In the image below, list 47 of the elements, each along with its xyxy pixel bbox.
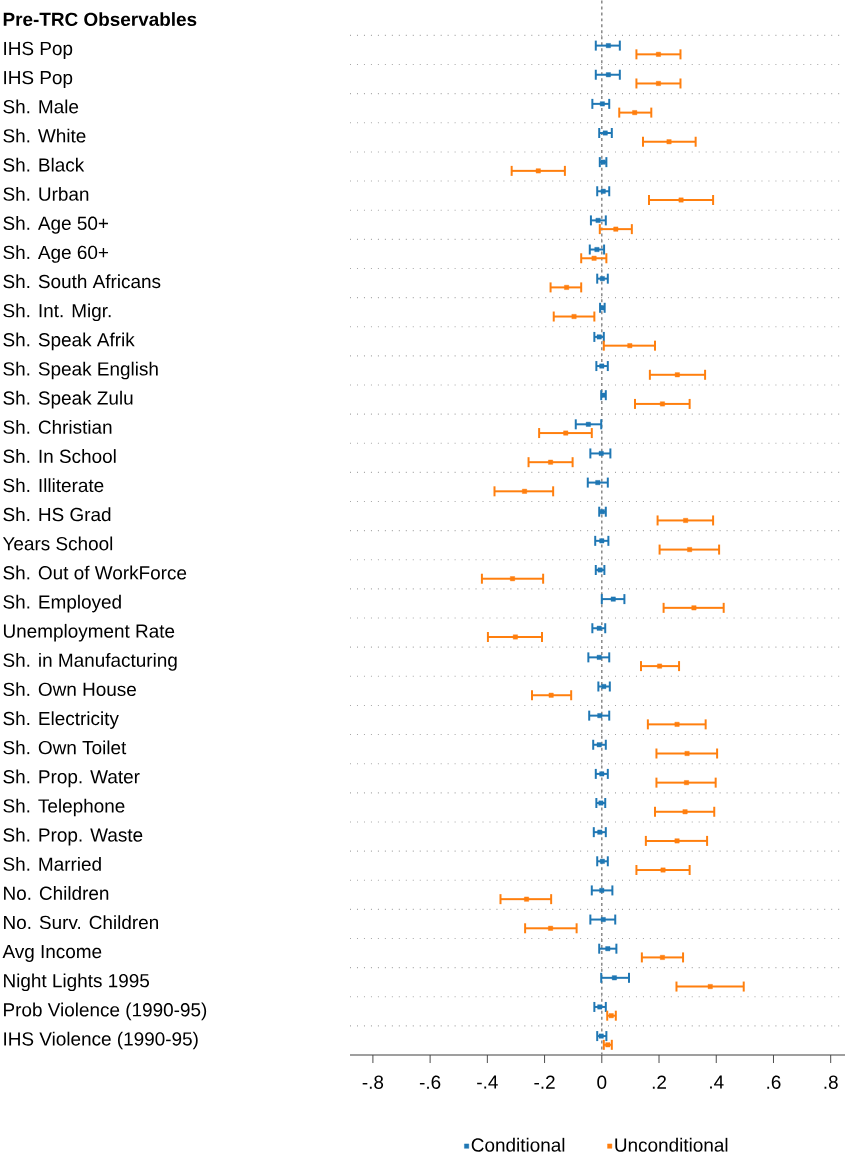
legend-label: Conditional [471, 1137, 565, 1152]
y-tick-label: Sh. South Africans [3, 274, 161, 289]
x-tick-label: .8 [824, 1075, 838, 1089]
y-tick-label: No. Surv. Children [4, 915, 158, 930]
y-tick-label: Sh. Own House [3, 682, 136, 697]
y-tick-label: Sh. Prop. Waste [3, 827, 143, 846]
x-tick-label: .4 [710, 1075, 724, 1089]
y-tick-label: Sh. Married [3, 856, 101, 871]
y-tick-label: Night Lights 1995 [4, 973, 149, 992]
y-tick-label: IHS Violence (1990-95) [4, 1031, 198, 1050]
y-tick-label: No. Children [4, 886, 109, 900]
x-tick-label: -.8 [362, 1075, 384, 1089]
y-tick-label: Sh. White [3, 128, 86, 143]
y-tick-label: Sh. Electricity [3, 711, 119, 729]
y-tick-label: Sh. Male [3, 99, 79, 114]
y-tick-label: Sh. Employed [3, 594, 121, 613]
y-tick-label: Avg Income [2, 945, 102, 962]
y-tick-label: Sh. Speak Afrik [3, 332, 135, 351]
y-tick-label: IHS Pop [4, 70, 73, 89]
y-tick-label: Sh. Own Toilet [3, 740, 127, 755]
y-tick-label: Sh. Black [3, 157, 85, 172]
legend-label: Unconditional [615, 1137, 728, 1152]
y-tick-label: Prob Violence (1990-95) [4, 1002, 207, 1021]
y-tick-label: Sh. Illiterate [3, 478, 104, 493]
y-tick-label: Sh. HS Grad [3, 507, 111, 522]
x-tick-label: .2 [652, 1075, 666, 1089]
y-tick-label: Sh. Prop. Water [3, 769, 140, 788]
y-tick-label: IHS Pop [4, 41, 73, 59]
y-tick-label: Sh. Speak English [3, 361, 158, 380]
x-tick-label: -.4 [477, 1075, 498, 1089]
x-tick-label: .6 [767, 1075, 781, 1089]
y-tick-label: Sh. in Manufacturing [3, 653, 177, 671]
y-tick-label: Sh. Speak Zulu [3, 390, 133, 409]
y-tick-label: Sh. Out of WorkForce [3, 565, 187, 580]
y-tick-label: Sh. Christian [3, 419, 112, 434]
y-tick-label: Sh. Int. Migr. [3, 303, 111, 322]
y-tick-label: Sh. In School [3, 449, 116, 463]
y-tick-label: Years School [2, 536, 113, 551]
y-tick-label: Sh. Age 50+ [3, 216, 109, 234]
x-tick-label: -.6 [419, 1075, 441, 1089]
y-tick-label: Pre-TRC Observables [3, 12, 197, 27]
y-tick-label: Sh. Telephone [3, 798, 125, 817]
y-tick-label: Unemployment Rate [3, 623, 175, 642]
y-tick-label: Sh. Age 60+ [3, 245, 109, 263]
x-tick-label: 0 [597, 1075, 607, 1089]
x-tick-label: -.2 [534, 1075, 555, 1089]
y-tick-label: Sh. Urban [3, 186, 89, 201]
